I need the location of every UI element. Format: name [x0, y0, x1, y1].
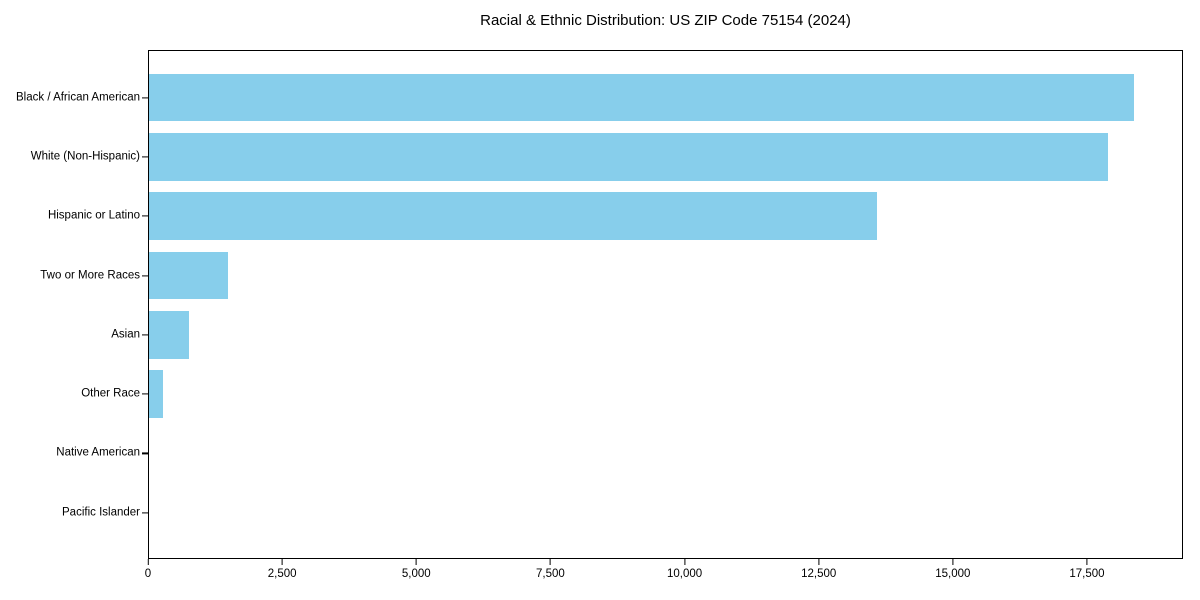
y-tick-mark [142, 334, 148, 336]
chart-title: Racial & Ethnic Distribution: US ZIP Cod… [480, 12, 851, 29]
x-tick-mark [147, 559, 149, 565]
bar [149, 192, 878, 240]
x-axis-tick: 17,500 [1069, 559, 1105, 580]
category-label: Native American [56, 446, 140, 459]
x-axis-tick: 12,500 [801, 559, 836, 580]
x-axis-tick: 5,000 [402, 559, 431, 580]
bar [149, 133, 1108, 181]
x-tick-label: 5,000 [401, 567, 431, 580]
x-axis: 0 2,500 5,000 7,500 10,000 12,500 15,000 17,500 [145, 559, 1183, 591]
x-tick-mark [281, 559, 283, 565]
bar [149, 73, 1135, 122]
y-tick-mark [142, 215, 148, 217]
y-tick-mark [142, 156, 148, 158]
y-tick-mark [142, 97, 148, 99]
x-axis-tick: 7,500 [536, 559, 565, 580]
x-tick-mark [549, 559, 551, 565]
category-label: Hispanic or Latino [47, 209, 140, 222]
bar-row: White (Non-Hispanic) [31, 127, 1182, 186]
bar-row: Hispanic or Latino [48, 187, 1182, 246]
bar-row: Black / African American [16, 68, 1182, 127]
x-axis-tick: 0 [145, 559, 151, 580]
y-tick-mark [142, 274, 148, 277]
bar-row: Two or More Races [40, 246, 1182, 305]
bar-row: Native American [56, 424, 1182, 483]
bar [149, 311, 189, 359]
y-tick-mark [142, 512, 148, 514]
x-tick-mark [415, 559, 417, 565]
bar-row: Other Race [81, 364, 1182, 423]
x-tick-label: 12,500 [801, 567, 837, 580]
category-label: Two or More Races [40, 268, 140, 281]
x-tick-label: 10,000 [666, 567, 703, 580]
x-axis-tick: 10,000 [667, 559, 702, 580]
x-axis-tick: 15,000 [935, 559, 970, 580]
y-tick-mark [142, 452, 148, 455]
category-label: Asian [111, 328, 140, 341]
category-label: Black / African American [16, 90, 140, 103]
x-tick-mark [1086, 559, 1088, 565]
bar-row: Pacific Islander [62, 483, 1182, 542]
x-tick-label: 17,500 [1069, 567, 1105, 580]
y-tick-mark [142, 393, 148, 395]
x-tick-label: 15,000 [935, 567, 971, 580]
x-tick-label: 0 [144, 567, 152, 580]
plot-area: Black / African American White (Non-Hispa… [16, 50, 1183, 559]
x-tick-label: 2,500 [267, 567, 297, 580]
category-label: Other Race [81, 387, 140, 400]
bar [149, 251, 229, 300]
category-label: Pacific Islander [62, 505, 140, 518]
x-axis-tick: 2,500 [268, 559, 297, 580]
x-tick-mark [683, 559, 686, 565]
x-tick-label: 7,500 [536, 567, 565, 580]
bar-row: Asian [111, 305, 1182, 364]
x-tick-mark [818, 559, 820, 565]
category-label: White (Non-Hispanic) [30, 150, 140, 163]
bars-container: Black / African American White (Non-Hispa… [16, 68, 1182, 542]
x-tick-mark [952, 559, 954, 565]
bar [149, 370, 163, 418]
